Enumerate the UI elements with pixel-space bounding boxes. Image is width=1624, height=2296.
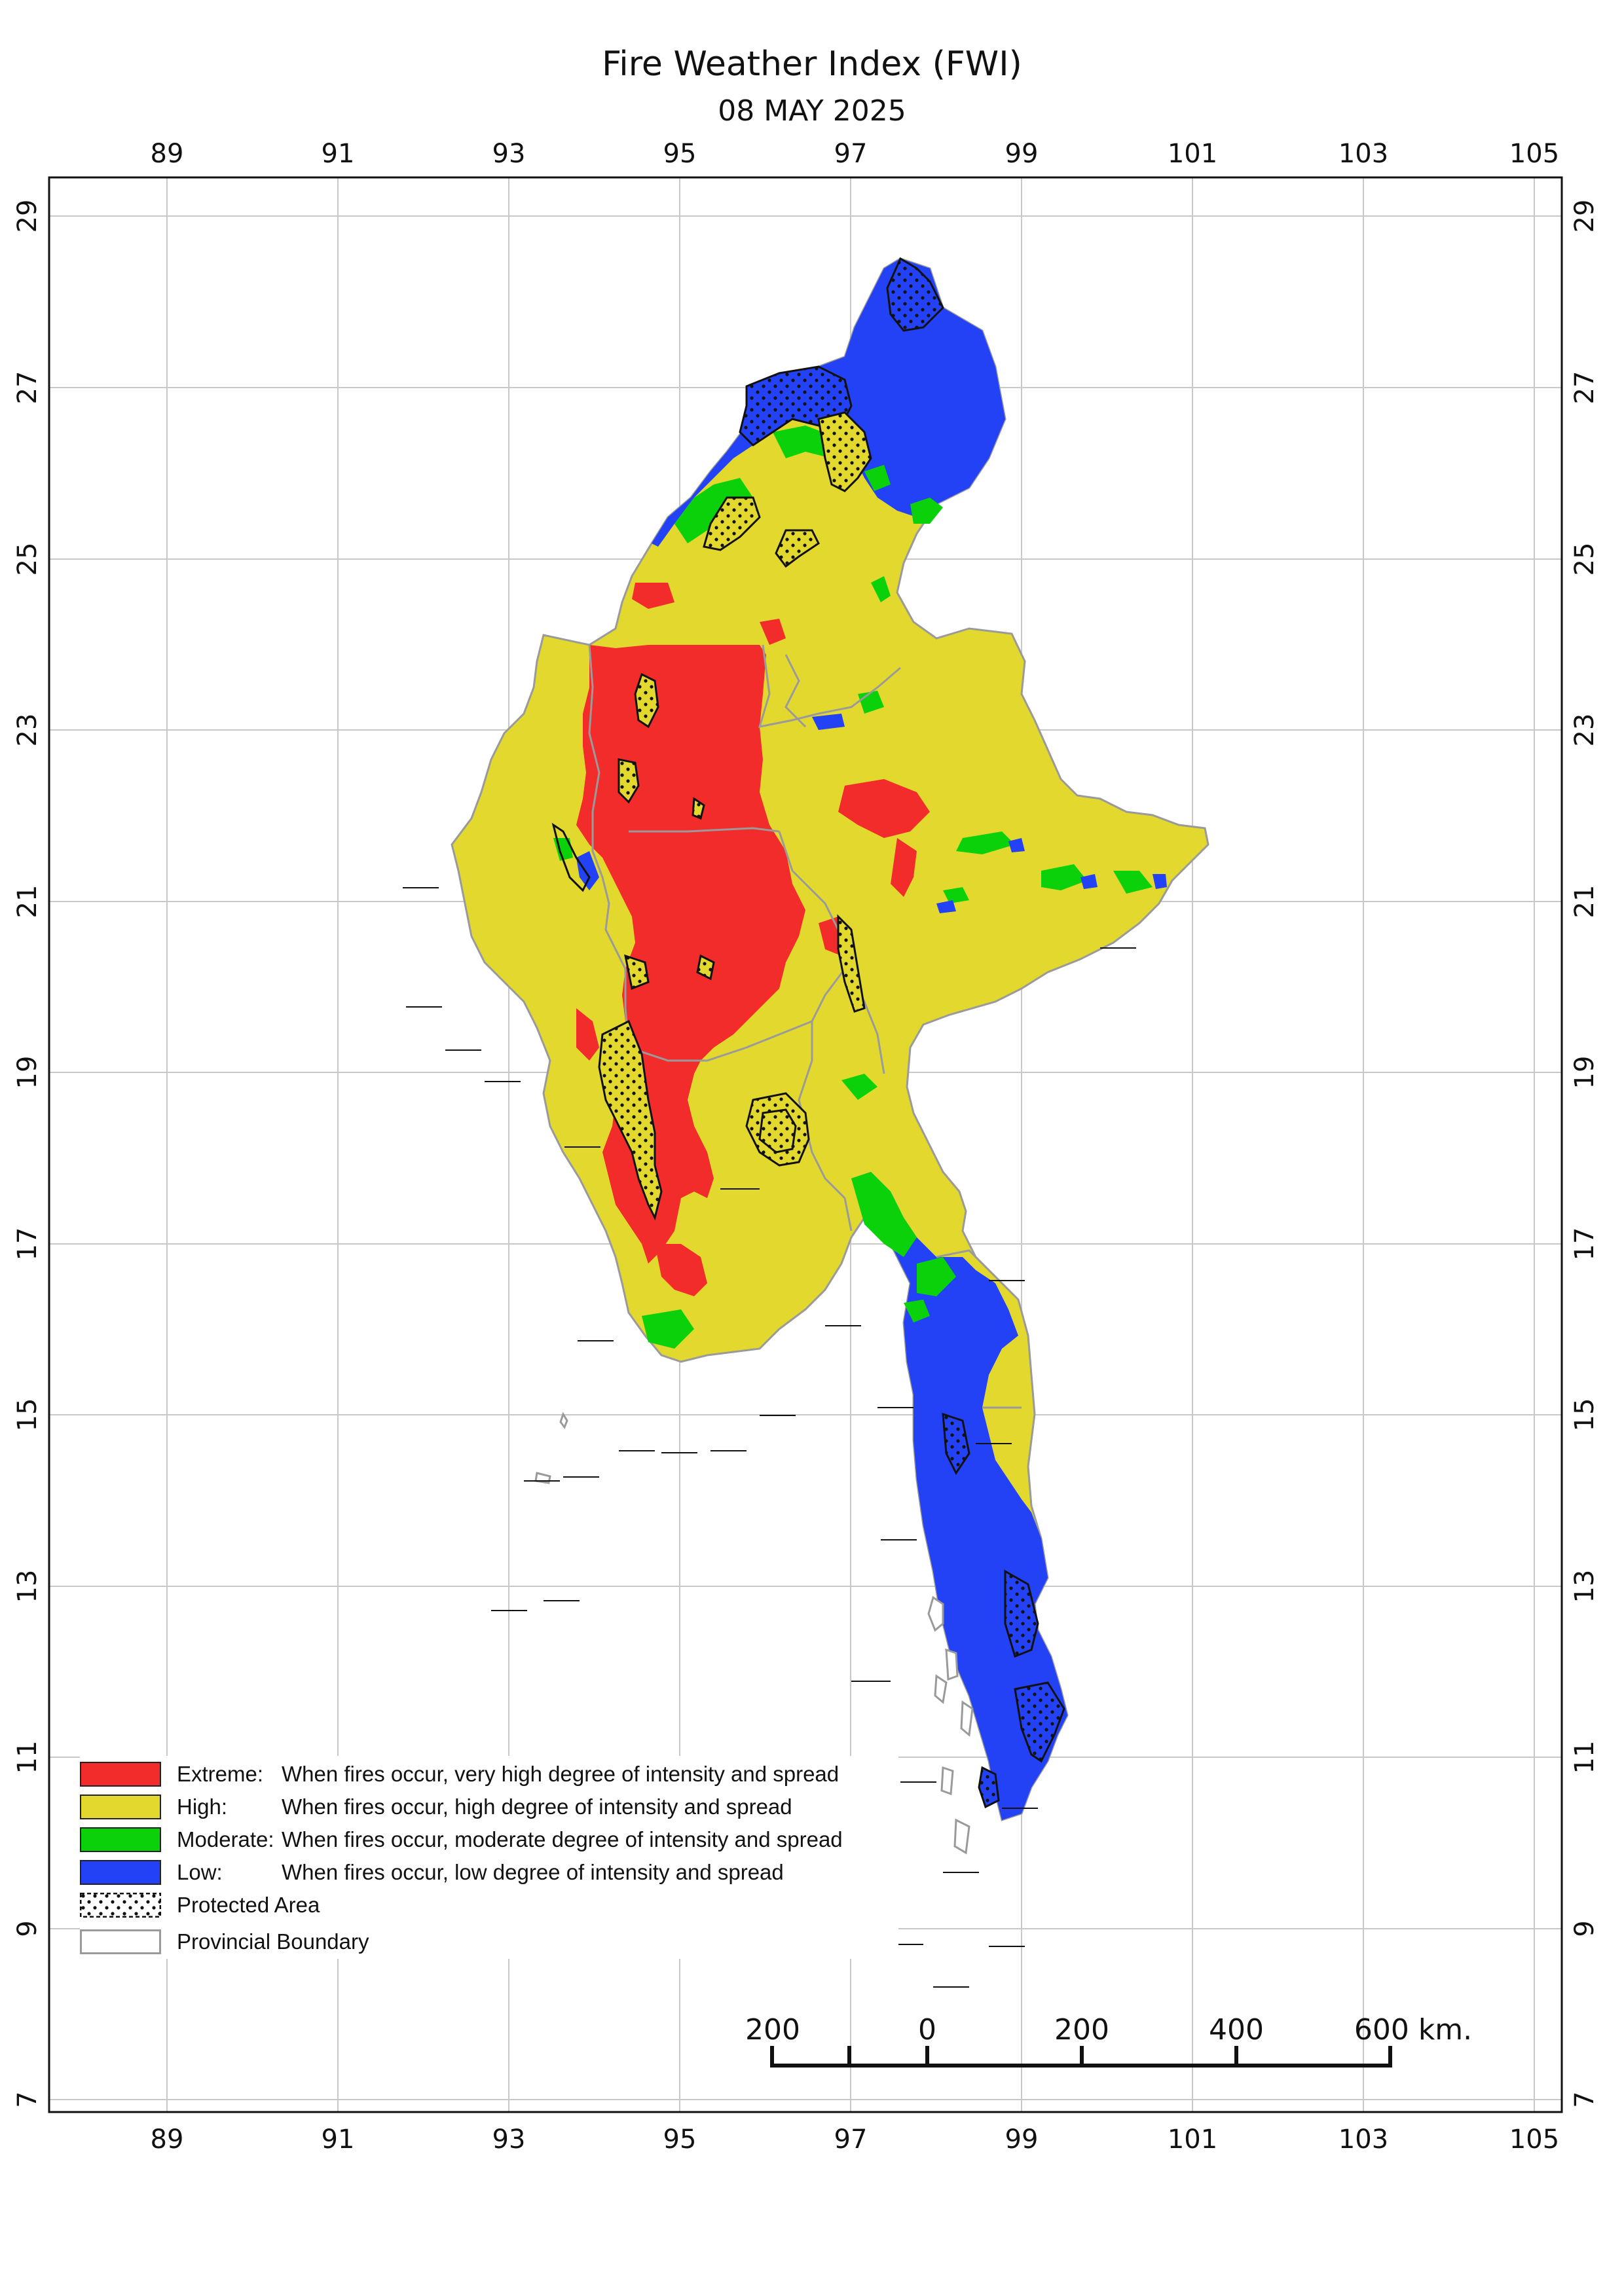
lon-bottom-99: 99: [1005, 2124, 1039, 2155]
lat-left-23: 23: [12, 713, 43, 747]
scale-label-200-left: 200: [745, 2013, 800, 2047]
lat-left-19: 19: [12, 1055, 43, 1089]
lon-bottom-91: 91: [321, 2124, 355, 2155]
lat-left-27: 27: [12, 371, 43, 405]
lon-top-103: 103: [1338, 139, 1389, 169]
lat-left-15: 15: [12, 1398, 43, 1432]
lat-left-21: 21: [12, 884, 43, 919]
lon-top-93: 93: [492, 139, 526, 169]
legend-boundary-label: Provincial Boundary: [177, 1929, 369, 1954]
lon-bottom-95: 95: [663, 2124, 697, 2155]
map-title: Fire Weather Index (FWI): [602, 45, 1022, 84]
legend-boundary: Provincial Boundary: [80, 1927, 369, 1956]
lon-bottom-89: 89: [150, 2124, 184, 2155]
lat-left-25: 25: [12, 542, 43, 576]
map-frame: [48, 176, 1563, 2113]
legend-protected: Protected Area: [80, 1891, 320, 1920]
legend-extreme-desc: When fires occur, very high degree of in…: [282, 1762, 840, 1786]
protected-swatch: [80, 1893, 161, 1918]
lat-right-19: 19: [1570, 1055, 1600, 1089]
high-swatch: [80, 1795, 161, 1819]
legend-moderate-desc: When fires occur, moderate degree of int…: [282, 1827, 843, 1851]
lon-top-105: 105: [1509, 139, 1560, 169]
lon-bottom-103: 103: [1338, 2124, 1389, 2155]
lat-right-9: 9: [1570, 1920, 1600, 1937]
lon-top-99: 99: [1005, 139, 1039, 169]
lat-right-25: 25: [1570, 542, 1600, 576]
scale-label-0: 0: [918, 2013, 936, 2047]
lat-left-11: 11: [12, 1740, 43, 1774]
legend-protected-label: Protected Area: [177, 1893, 320, 1917]
lon-bottom-97: 97: [834, 2124, 868, 2155]
lat-right-11: 11: [1570, 1740, 1600, 1774]
scale-label-200: 200: [1054, 2013, 1109, 2047]
legend-low-desc: When fires occur, low degree of intensit…: [282, 1860, 784, 1884]
lat-right-17: 17: [1570, 1227, 1600, 1261]
lat-right-27: 27: [1570, 371, 1600, 405]
lat-right-21: 21: [1570, 884, 1600, 919]
scale-label-600: 600 km.: [1354, 2013, 1473, 2047]
map-date: 08 MAY 2025: [718, 94, 906, 128]
legend-low-key: Low:: [177, 1860, 223, 1884]
lat-right-29: 29: [1570, 199, 1600, 233]
lat-left-9: 9: [12, 1920, 43, 1937]
legend-moderate: Moderate: When fires occur, moderate deg…: [80, 1825, 843, 1854]
lat-left-29: 29: [12, 199, 43, 233]
lon-bottom-101: 101: [1167, 2124, 1218, 2155]
north-moderate-band: [674, 478, 753, 543]
legend-extreme: Extreme: When fires occur, very high deg…: [80, 1760, 839, 1789]
legend: Extreme: When fires occur, very high deg…: [80, 1756, 898, 1959]
lon-top-101: 101: [1167, 139, 1218, 169]
lon-top-91: 91: [321, 139, 355, 169]
moderate-swatch: [80, 1827, 161, 1852]
islands: [534, 1412, 974, 1855]
lat-left-7: 7: [12, 2091, 43, 2108]
legend-moderate-key: Moderate:: [177, 1827, 274, 1851]
low-swatch: [80, 1860, 161, 1885]
boundary-swatch: [80, 1929, 161, 1954]
lon-top-95: 95: [663, 139, 697, 169]
legend-high-desc: When fires occur, high degree of intensi…: [282, 1795, 792, 1819]
lat-left-17: 17: [12, 1227, 43, 1261]
legend-extreme-key: Extreme:: [177, 1762, 264, 1786]
lon-bottom-93: 93: [492, 2124, 526, 2155]
lat-right-15: 15: [1570, 1398, 1600, 1432]
lat-right-23: 23: [1570, 713, 1600, 747]
extreme-swatch: [80, 1762, 161, 1787]
lon-top-97: 97: [834, 139, 868, 169]
legend-high: High: When fires occur, high degree of i…: [80, 1793, 792, 1821]
scale-bar: [770, 2046, 1392, 2068]
lat-right-13: 13: [1570, 1569, 1600, 1603]
south-low-area: [851, 1172, 1067, 1820]
lat-left-13: 13: [12, 1569, 43, 1603]
scale-label-400: 400: [1209, 2013, 1264, 2047]
legend-high-key: High:: [177, 1795, 228, 1819]
south-moderate-band: [851, 1172, 917, 1257]
legend-low: Low: When fires occur, low degree of int…: [80, 1858, 784, 1887]
lat-right-7: 7: [1570, 2091, 1600, 2108]
protected-areas: [551, 257, 1065, 1809]
lon-bottom-105: 105: [1509, 2124, 1560, 2155]
lon-top-89: 89: [150, 139, 184, 169]
